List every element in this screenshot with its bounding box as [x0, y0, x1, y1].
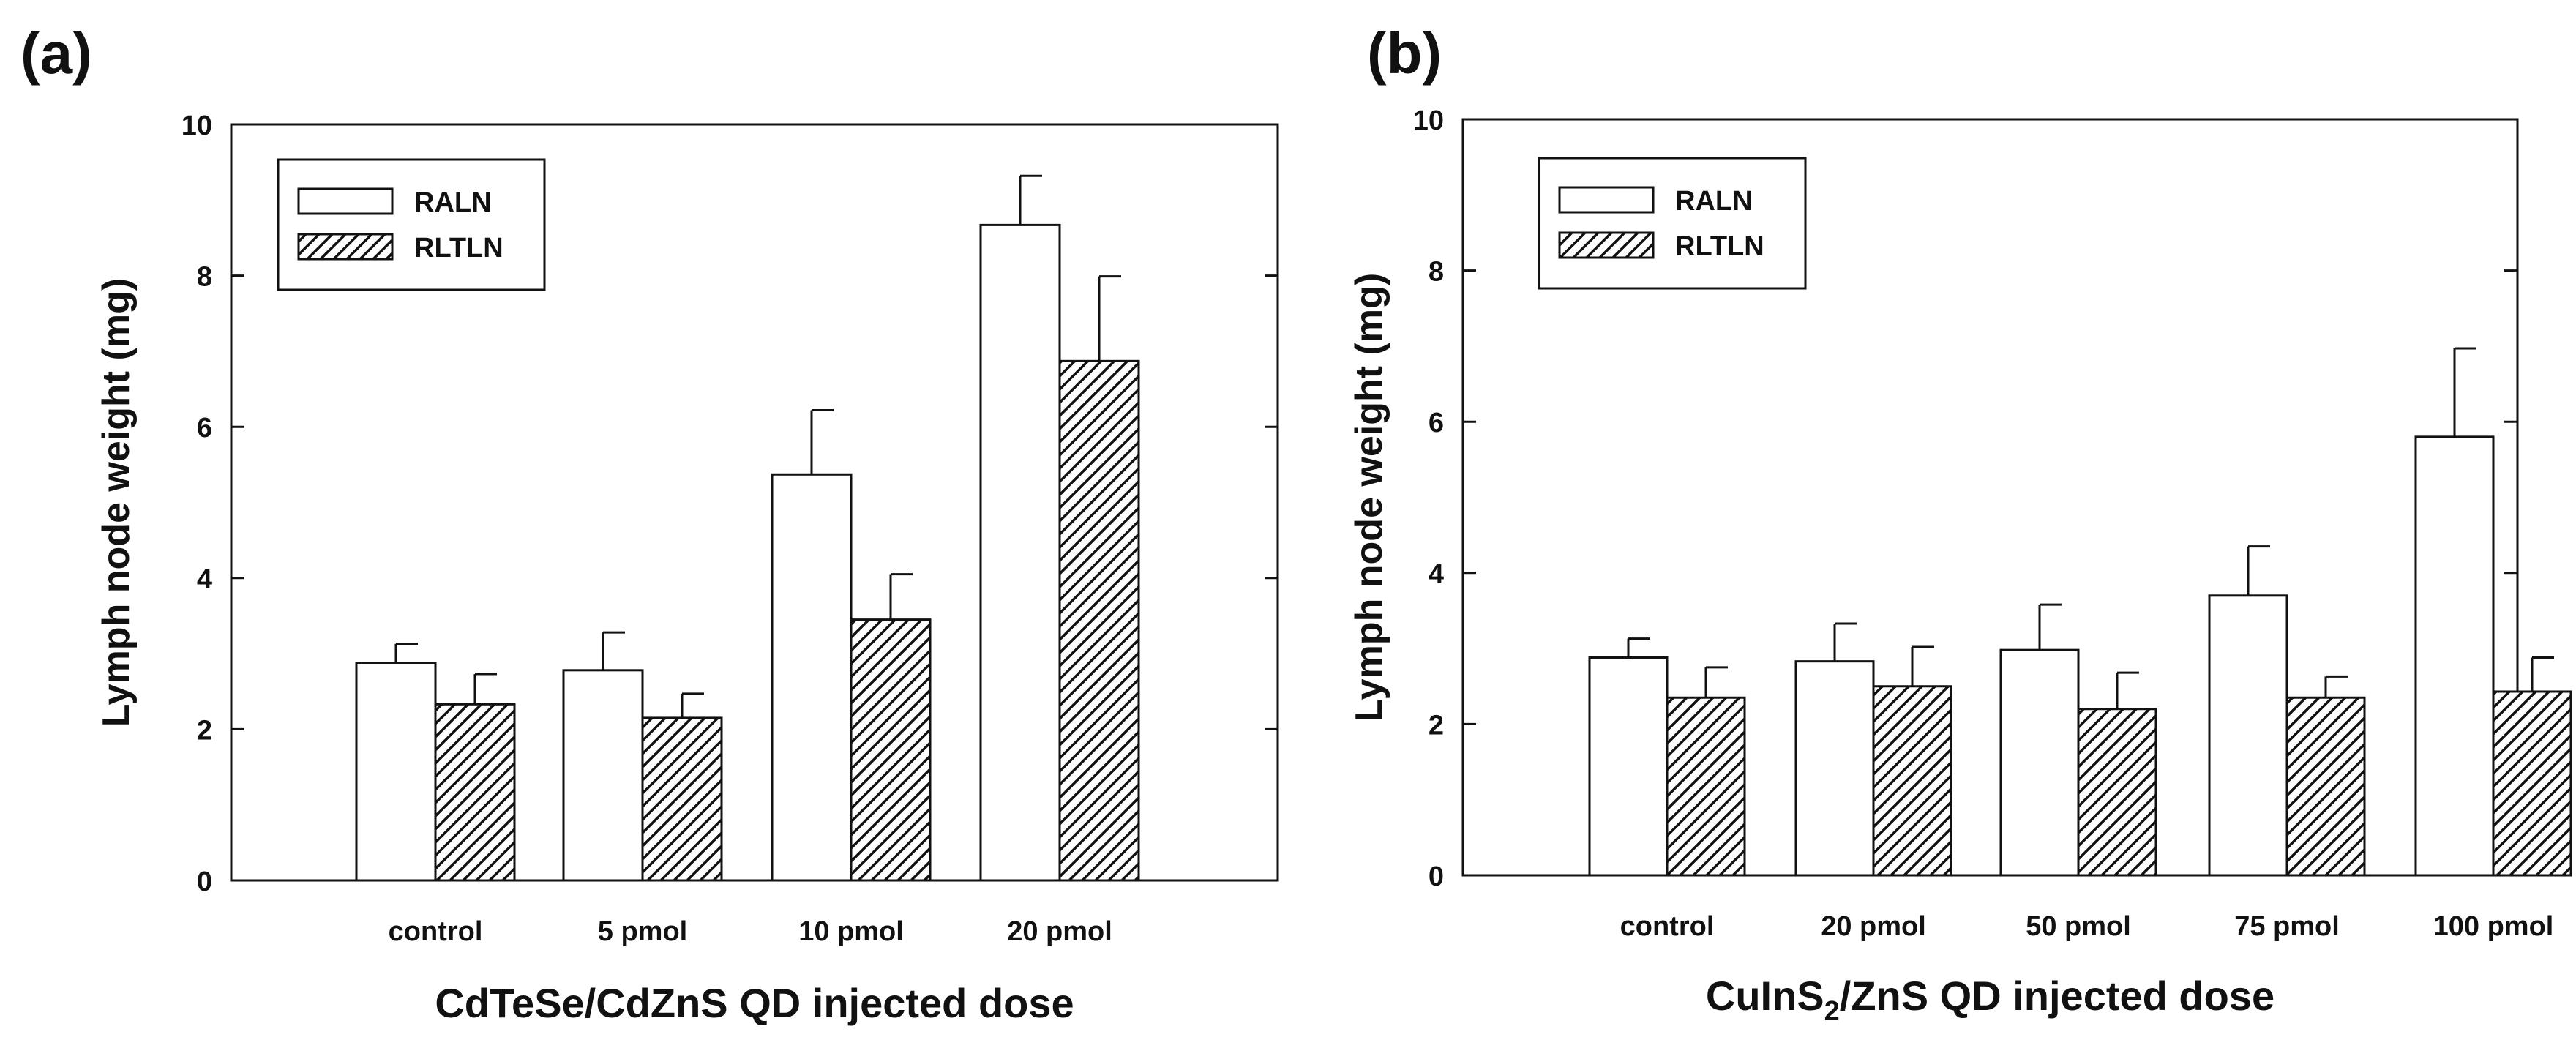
y-axis-label: Lymph node weight (mg): [95, 278, 138, 727]
y-tick-label: 4: [1429, 559, 1444, 590]
legend-swatch-rltln: [297, 233, 394, 261]
bar-raln-2: [771, 473, 853, 882]
y-tick-label: 6: [197, 413, 212, 444]
bar-rltln-1: [641, 716, 723, 882]
bar-raln-1: [1794, 660, 1875, 877]
bar-rltln-3: [2285, 696, 2366, 877]
x-tick-label: 20 pmol: [1821, 911, 1926, 942]
bar-rltln-0: [1666, 696, 1746, 877]
legend-label-raln: RALN: [414, 187, 492, 218]
panel-label: (b): [1367, 20, 1442, 86]
x-tick-label: 75 pmol: [2234, 911, 2340, 942]
legend-box: [277, 158, 546, 291]
legend-swatch-raln: [1558, 186, 1655, 214]
bar-rltln-2: [850, 618, 932, 882]
bar-rltln-3: [1058, 359, 1140, 882]
legend-swatch-rltln: [1558, 231, 1655, 259]
plot-frame: [230, 123, 1279, 882]
y-tick-label: 2: [1429, 710, 1444, 741]
panel-b: (b) 0 2 4 6 8 10 Lymph node weight (mg) CuInS2/Z…: [1348, 20, 2572, 1027]
bar-raln-4: [2414, 435, 2495, 877]
y-tick-label: 0: [1429, 861, 1444, 892]
bar-raln-0: [355, 661, 437, 882]
x-tick-label: control: [389, 916, 483, 947]
x-axis-label: CuInS2/ZnS QD injected dose: [1706, 973, 2274, 1027]
x-tick-label: 100 pmol: [2433, 911, 2554, 942]
bar-raln-3: [979, 223, 1061, 882]
y-tick-label: 0: [197, 867, 212, 897]
panel-label: (a): [20, 20, 92, 86]
x-axis-label: CdTeSe/CdZnS QD injected dose: [435, 980, 1074, 1026]
y-tick-label: 8: [197, 262, 212, 293]
y-tick-label: 10: [1413, 105, 1444, 136]
legend-label-rltln: RLTLN: [1675, 231, 1764, 262]
panel-a: (a) 0 2 4 6 8 10 Lymph node weight (mg) CdTeSe/C…: [20, 20, 1279, 1026]
bar-rltln-0: [434, 703, 516, 882]
bar-raln-2: [1999, 648, 2080, 877]
legend-label-raln: RALN: [1675, 186, 1753, 217]
x-tick-label: 50 pmol: [2026, 911, 2131, 942]
bar-rltln-4: [2492, 690, 2572, 877]
legend-swatch-raln: [297, 187, 394, 215]
y-tick-label: 2: [197, 715, 212, 746]
bar-raln-3: [2208, 594, 2288, 877]
plot-frame: [1461, 118, 2519, 877]
y-tick-label: 10: [181, 111, 212, 141]
y-tick-label: 4: [197, 564, 212, 595]
bar-rltln-2: [2077, 708, 2157, 877]
bar-rltln-1: [1872, 685, 1952, 877]
bar-raln-1: [562, 669, 644, 882]
y-tick-label: 6: [1429, 408, 1444, 438]
x-tick-label: 5 pmol: [598, 916, 687, 947]
y-tick-label: 8: [1429, 257, 1444, 288]
bar-raln-0: [1588, 656, 1669, 877]
x-tick-label: 20 pmol: [1007, 916, 1112, 947]
legend-label-rltln: RLTLN: [414, 233, 503, 263]
x-tick-label: control: [1620, 911, 1715, 942]
y-axis-label: Lymph node weight (mg): [1348, 273, 1390, 722]
legend-box: [1538, 157, 1807, 290]
x-tick-label: 10 pmol: [798, 916, 904, 947]
